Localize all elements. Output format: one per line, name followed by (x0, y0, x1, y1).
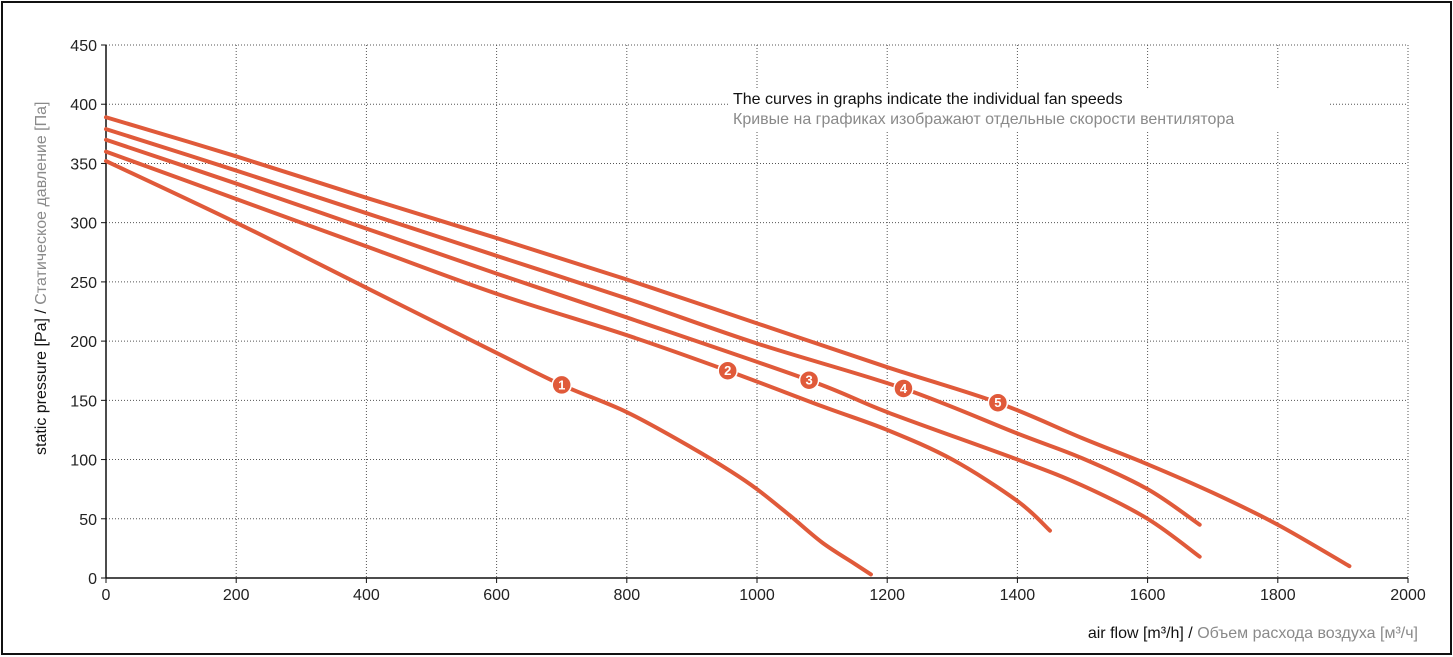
fan-curve-5 (104, 115, 1352, 569)
y-tick-label: 350 (70, 156, 97, 173)
y-tick-label: 0 (88, 571, 97, 588)
y-tick-label: 300 (70, 216, 97, 233)
curve-badge-2 (717, 360, 738, 381)
fan-curve-1 (104, 159, 873, 577)
y-tick-label: 50 (79, 512, 97, 529)
chart-note-alt: Кривые на графиках изображают отдельные … (733, 111, 1234, 128)
fan-curve-2 (104, 149, 1052, 533)
x-tick-label: 1400 (1000, 587, 1036, 604)
curve-badge-4 (893, 378, 914, 399)
x-axis-label: air flow [m³/h] / Объем расхода воздуха … (1088, 625, 1418, 642)
axes (101, 44, 1409, 583)
fan-speed-curves (104, 115, 1352, 577)
x-tick-label: 800 (613, 587, 640, 604)
x-tick-label: 2000 (1390, 587, 1426, 604)
curve-badge-3 (798, 369, 820, 391)
fan-curve-3 (104, 137, 1202, 559)
y-tick-label: 150 (70, 393, 97, 410)
y-axis-label: static pressure [Pa] / Статическое давле… (33, 102, 50, 455)
x-tick-label: 0 (102, 587, 111, 604)
x-tick-label: 200 (223, 587, 250, 604)
y-tick-label: 100 (70, 453, 97, 470)
x-tick-label: 600 (483, 587, 510, 604)
curve-badge-label-2: 2 (724, 363, 731, 378)
curve-badge-5 (987, 392, 1009, 413)
x-tick-label: 400 (353, 587, 380, 604)
x-tick-label: 1200 (869, 587, 905, 604)
curve-badge-label-4: 4 (900, 381, 908, 396)
y-tick-label: 400 (70, 97, 97, 114)
tick-labels: 0 200 400 600 800 1000 1200 1400 1600 1800 2000050… (70, 38, 1426, 604)
fan-curve-4 (104, 127, 1202, 527)
x-tick-label: 1000 (739, 587, 775, 604)
y-tick-label: 250 (70, 275, 97, 292)
curve-badge-label-3: 3 (805, 373, 812, 388)
curve-badge-label-5: 5 (994, 395, 1001, 410)
chart-note: The curves in graphs indicate the indivi… (733, 91, 1123, 108)
x-tick-label: 1600 (1130, 587, 1166, 604)
x-tick-label: 1800 (1260, 587, 1296, 604)
note-background (730, 88, 1330, 130)
curve-badge-1 (551, 374, 572, 396)
curve-badge-label-1: 1 (558, 377, 565, 392)
y-tick-label: 450 (70, 38, 97, 55)
y-tick-label: 200 (70, 334, 97, 351)
curve-badges: 1 2 3 4 5 (551, 360, 1009, 413)
